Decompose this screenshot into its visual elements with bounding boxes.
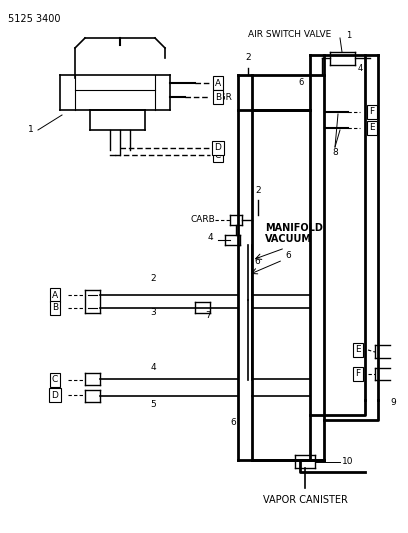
- Text: 2: 2: [150, 274, 156, 283]
- Text: EGR: EGR: [213, 93, 232, 101]
- Text: 1: 1: [28, 125, 34, 134]
- Text: 5: 5: [150, 400, 156, 409]
- Text: C: C: [215, 150, 221, 159]
- Text: F: F: [355, 369, 361, 378]
- Text: MANIFOLD: MANIFOLD: [265, 223, 323, 233]
- Text: F: F: [369, 108, 375, 117]
- Text: 10: 10: [342, 457, 353, 466]
- Text: 6: 6: [298, 78, 304, 87]
- Text: 5125 3400: 5125 3400: [8, 14, 60, 24]
- Text: 2: 2: [255, 186, 261, 195]
- Text: 7: 7: [205, 311, 211, 319]
- Text: 2: 2: [245, 53, 251, 62]
- Text: CARB: CARB: [190, 215, 215, 224]
- Text: E: E: [369, 124, 375, 133]
- Text: 4: 4: [358, 64, 363, 73]
- Text: 6: 6: [254, 257, 260, 266]
- Text: B: B: [52, 303, 58, 312]
- Text: E: E: [355, 345, 361, 354]
- Text: D: D: [215, 143, 222, 152]
- Text: 4: 4: [150, 363, 156, 372]
- Text: 6: 6: [285, 251, 291, 260]
- Text: A: A: [52, 290, 58, 300]
- Text: A: A: [215, 78, 221, 87]
- Text: 9: 9: [390, 398, 396, 407]
- Text: 6: 6: [230, 418, 236, 427]
- Text: C: C: [52, 376, 58, 384]
- Text: VAPOR CANISTER: VAPOR CANISTER: [263, 495, 348, 505]
- Text: 4: 4: [207, 233, 213, 243]
- Text: B: B: [215, 93, 221, 101]
- Text: 8: 8: [332, 148, 338, 157]
- Text: 3: 3: [150, 308, 156, 317]
- Text: VACUUM: VACUUM: [265, 234, 312, 244]
- Text: AIR SWITCH VALVE: AIR SWITCH VALVE: [248, 30, 331, 39]
- Text: D: D: [51, 391, 58, 400]
- Text: 1: 1: [346, 30, 351, 39]
